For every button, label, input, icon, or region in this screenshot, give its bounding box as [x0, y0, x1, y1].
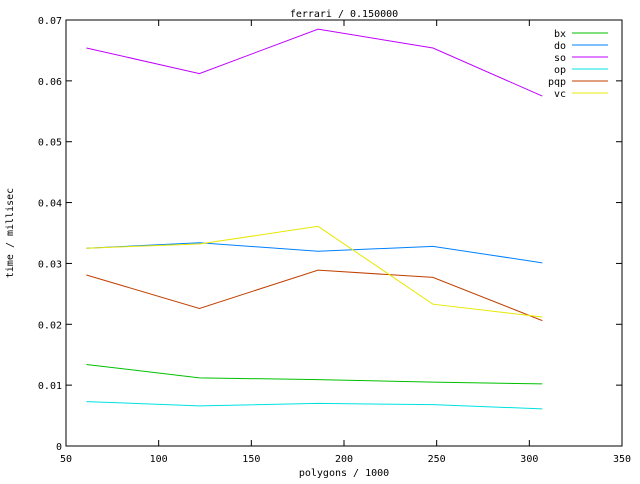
- series-line-pqp: [86, 269, 543, 322]
- legend-label: pqp: [548, 77, 566, 88]
- legend-label: vc: [554, 89, 566, 100]
- y-tick-label: 0: [56, 442, 62, 453]
- legend-label: so: [554, 53, 566, 64]
- x-axis-label: polygons / 1000: [299, 468, 389, 479]
- y-tick-label: 0.04: [38, 199, 62, 210]
- plot-frame: [65, 19, 623, 447]
- chart-title: ferrari / 0.150000: [290, 9, 398, 20]
- x-tick-label: 350: [613, 454, 631, 465]
- series-line-bx: [86, 363, 543, 385]
- y-tick-label: 0.06: [38, 77, 62, 88]
- y-tick-label: 0.02: [38, 320, 62, 331]
- x-tick-label: 250: [428, 454, 446, 465]
- legend-label: bx: [554, 29, 566, 40]
- x-tick-label: 100: [150, 454, 168, 465]
- x-tick-label: 150: [242, 454, 260, 465]
- legend-label: do: [554, 41, 566, 52]
- series-line-do: [86, 242, 543, 264]
- x-tick-label: 50: [60, 454, 72, 465]
- y-tick-label: 0.03: [38, 259, 62, 270]
- legend-label: op: [554, 65, 566, 76]
- x-tick-label: 300: [520, 454, 538, 465]
- x-tick-label: 200: [335, 454, 353, 465]
- series-line-vc: [86, 225, 543, 318]
- y-tick-label: 0.07: [38, 16, 62, 27]
- y-tick-label: 0.05: [38, 138, 62, 149]
- series-line-so: [86, 28, 543, 97]
- y-tick-label: 0.01: [38, 381, 62, 392]
- series-line-op: [86, 401, 543, 410]
- y-axis-label: time / millisec: [5, 188, 16, 278]
